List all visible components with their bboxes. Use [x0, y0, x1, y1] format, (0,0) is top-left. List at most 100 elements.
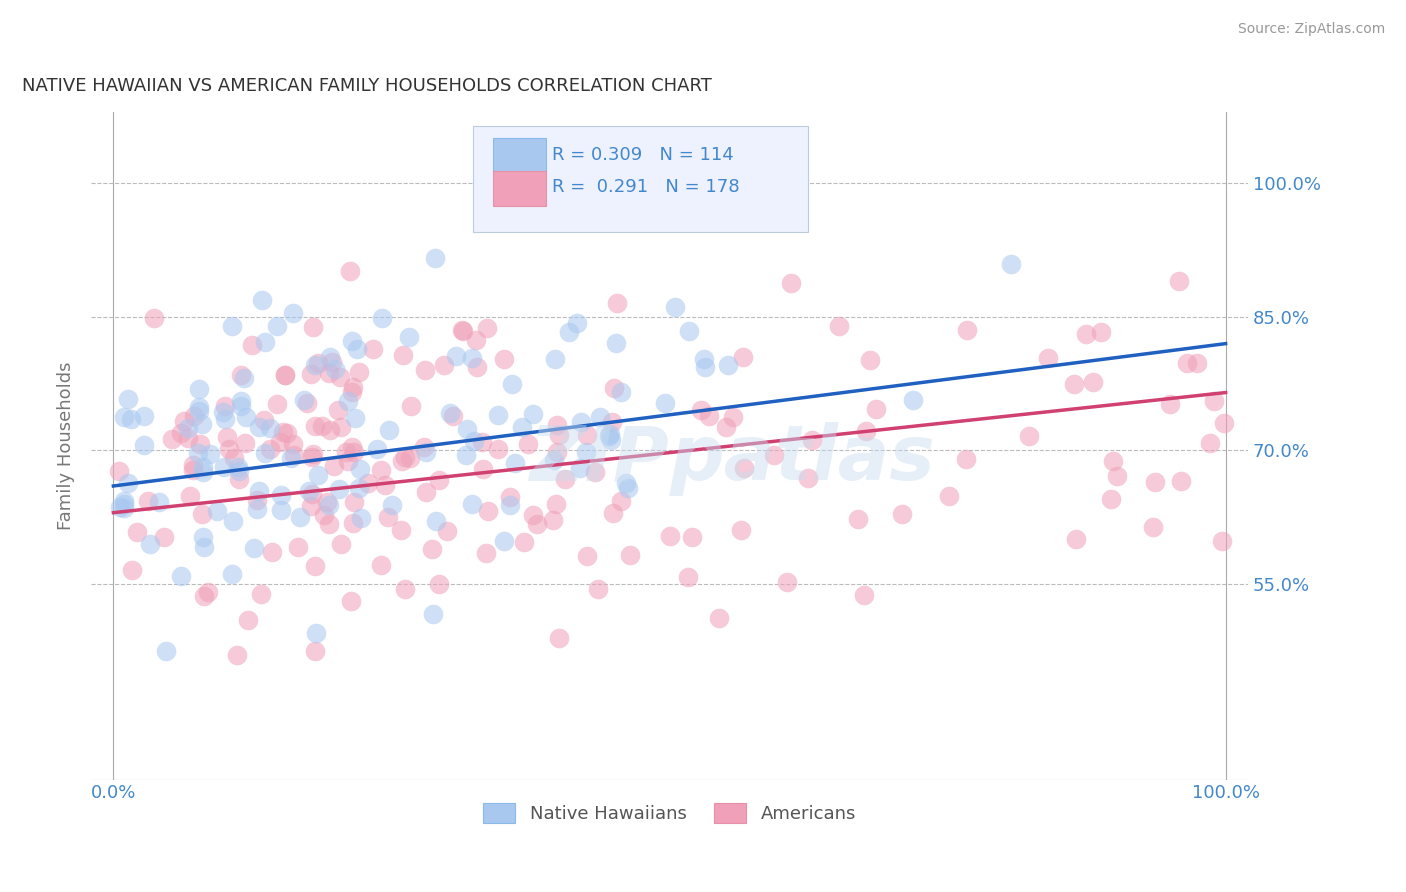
Point — [565, 317, 588, 331]
Point — [415, 484, 437, 499]
Point — [606, 296, 628, 310]
Point — [259, 420, 281, 434]
FancyBboxPatch shape — [492, 171, 546, 206]
Point — [903, 392, 925, 407]
Point — [270, 503, 292, 517]
Point — [1212, 416, 1234, 430]
Point — [413, 362, 436, 376]
Point — [853, 588, 876, 602]
Point — [486, 442, 509, 457]
Point — [249, 587, 271, 601]
Point — [609, 385, 631, 400]
Point — [690, 402, 713, 417]
Point — [229, 368, 252, 383]
Point — [554, 472, 576, 486]
Point — [266, 397, 288, 411]
Point — [274, 368, 297, 383]
Point — [588, 409, 610, 424]
Point — [846, 511, 869, 525]
Point — [301, 450, 323, 465]
Point — [125, 524, 148, 539]
Point — [471, 435, 494, 450]
Point — [427, 474, 450, 488]
Point — [797, 471, 820, 485]
Point — [212, 405, 235, 419]
Point — [423, 251, 446, 265]
Point — [546, 417, 568, 432]
Point — [576, 428, 599, 442]
Point — [486, 408, 509, 422]
Point — [299, 499, 322, 513]
Point — [340, 441, 363, 455]
Point — [619, 548, 641, 562]
Point — [1198, 436, 1220, 450]
Point — [427, 577, 450, 591]
Point — [733, 350, 755, 364]
Point — [1099, 492, 1122, 507]
Point — [425, 514, 447, 528]
Point — [541, 513, 564, 527]
Point — [177, 431, 200, 445]
Point — [247, 419, 270, 434]
Point — [243, 541, 266, 556]
Point — [776, 574, 799, 589]
Point — [228, 464, 250, 478]
Text: NATIVE HAWAIIAN VS AMERICAN FAMILY HOUSEHOLDS CORRELATION CHART: NATIVE HAWAIIAN VS AMERICAN FAMILY HOUSE… — [21, 78, 711, 95]
Point — [420, 542, 443, 557]
Point — [318, 516, 340, 531]
Point — [252, 413, 274, 427]
Point — [477, 321, 499, 335]
Point — [205, 504, 228, 518]
Point — [522, 407, 544, 421]
Point — [193, 541, 215, 555]
Point — [516, 437, 538, 451]
Point — [254, 335, 277, 350]
Point — [463, 434, 485, 449]
Point — [153, 530, 176, 544]
Point — [312, 508, 335, 522]
Point — [221, 566, 243, 581]
Point — [214, 412, 236, 426]
Point — [456, 422, 478, 436]
Point — [304, 559, 326, 574]
Point — [513, 534, 536, 549]
Point — [693, 359, 716, 374]
Point — [311, 419, 333, 434]
Point — [399, 400, 422, 414]
Point — [546, 445, 568, 459]
Point — [693, 351, 716, 366]
Point — [323, 362, 346, 376]
Point — [347, 365, 370, 379]
Point — [177, 420, 200, 434]
Point — [381, 499, 404, 513]
Point — [503, 456, 526, 470]
Point — [307, 467, 329, 482]
Point — [583, 465, 606, 479]
Point — [339, 594, 361, 608]
Point — [337, 394, 360, 409]
Point — [229, 393, 252, 408]
Point — [304, 359, 326, 373]
Point — [707, 611, 730, 625]
Point — [1018, 429, 1040, 443]
Point — [543, 453, 565, 467]
Point — [235, 409, 257, 424]
Point — [335, 445, 357, 459]
Point — [221, 514, 243, 528]
Point — [287, 540, 309, 554]
Point — [231, 399, 253, 413]
Point — [374, 478, 396, 492]
Point — [654, 396, 676, 410]
Point — [378, 424, 401, 438]
Point — [132, 438, 155, 452]
Point — [250, 293, 273, 308]
Point — [233, 371, 256, 385]
Point — [716, 420, 738, 434]
Point — [398, 329, 420, 343]
Point — [112, 494, 135, 508]
Point — [1036, 351, 1059, 366]
Point — [471, 462, 494, 476]
Point — [1102, 454, 1125, 468]
Point — [370, 558, 392, 573]
Point — [762, 448, 785, 462]
